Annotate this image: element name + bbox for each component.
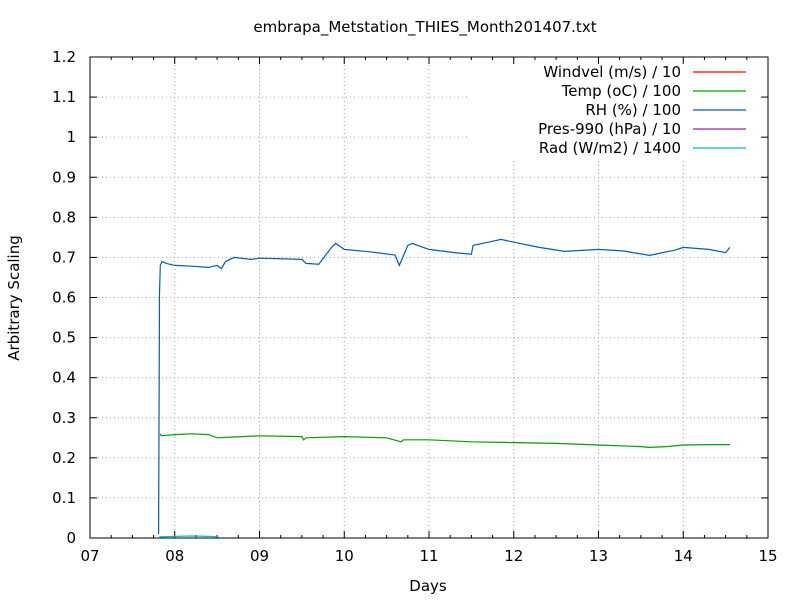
legend-label: RH (%) / 100 bbox=[585, 101, 681, 119]
legend-label: Windvel (m/s) / 10 bbox=[543, 63, 681, 81]
y-tick-label: 0.3 bbox=[52, 409, 76, 427]
y-tick-label: 1 bbox=[66, 128, 76, 146]
y-tick-label: 0.2 bbox=[52, 449, 76, 467]
series-group bbox=[158, 238, 731, 539]
legend-label: Temp (oC) / 100 bbox=[561, 82, 681, 100]
x-tick-label: 09 bbox=[250, 547, 269, 565]
x-tick-label: 07 bbox=[80, 547, 99, 565]
x-tick-label: 15 bbox=[758, 547, 777, 565]
y-tick-label: 0.9 bbox=[52, 168, 76, 186]
x-axis-label: Days bbox=[409, 577, 447, 595]
x-tick-label: 08 bbox=[165, 547, 184, 565]
plot-frame bbox=[89, 56, 769, 539]
y-tick-label: 0 bbox=[66, 529, 76, 547]
x-tick-label: 12 bbox=[504, 547, 523, 565]
legend-label: Pres-990 (hPa) / 10 bbox=[538, 120, 681, 138]
y-tick-label: 0.7 bbox=[52, 248, 76, 266]
y-axis-label: Arbitrary Scaling bbox=[5, 235, 23, 361]
series-line-rh-100 bbox=[158, 238, 731, 535]
x-tick-label: 10 bbox=[335, 547, 354, 565]
y-tick-label: 1.1 bbox=[52, 88, 76, 106]
y-tick-label: 0.5 bbox=[52, 329, 76, 347]
x-tick-label: 11 bbox=[419, 547, 438, 565]
legend-label: Rad (W/m2) / 1400 bbox=[539, 139, 681, 157]
chart-title: embrapa_Metstation_THIES_Month201407.txt bbox=[253, 18, 596, 37]
y-tick-label: 0.4 bbox=[52, 369, 76, 387]
x-tick-label: 14 bbox=[674, 547, 693, 565]
series-line-temp-oc-100 bbox=[159, 433, 730, 449]
y-tick-label: 1.2 bbox=[52, 48, 76, 66]
y-tick-label: 0.1 bbox=[52, 489, 76, 507]
y-tick-label: 0.6 bbox=[52, 289, 76, 307]
grid bbox=[90, 57, 768, 538]
y-tick-label: 0.8 bbox=[52, 208, 76, 226]
series-line-rad-w-m2-1400 bbox=[159, 535, 220, 539]
x-tick-label: 13 bbox=[589, 547, 608, 565]
